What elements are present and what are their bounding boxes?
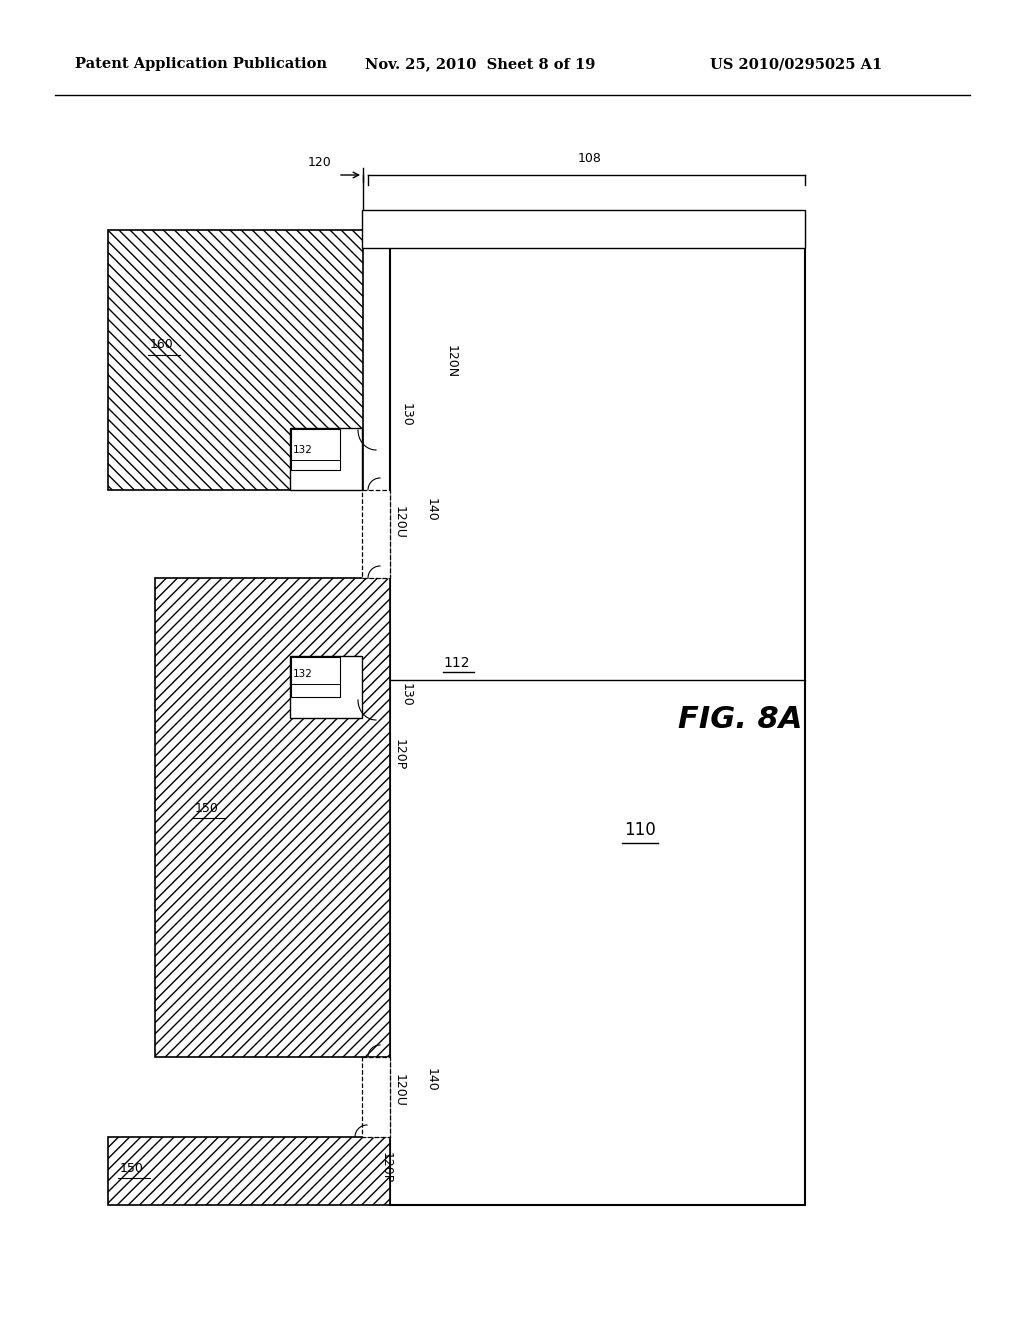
Text: 120P: 120P	[393, 739, 406, 771]
Text: 110: 110	[624, 821, 656, 840]
Bar	[290, 428, 362, 490]
Text: 132: 132	[293, 669, 313, 678]
Text: 150: 150	[195, 801, 219, 814]
Text: 140: 140	[425, 498, 438, 521]
Bar	[155, 578, 390, 1057]
Bar	[362, 210, 805, 248]
Text: 130: 130	[400, 684, 413, 708]
Bar	[362, 490, 390, 578]
Text: 150: 150	[120, 1162, 144, 1175]
Text: 140: 140	[425, 1068, 438, 1092]
Text: 160: 160	[150, 338, 174, 351]
Text: US 2010/0295025 A1: US 2010/0295025 A1	[710, 57, 883, 71]
Text: 120U: 120U	[393, 506, 406, 539]
Bar	[362, 1057, 390, 1137]
Text: 120N: 120N	[445, 346, 458, 379]
Text: 132: 132	[293, 445, 313, 455]
Bar	[108, 230, 362, 490]
Text: 108: 108	[579, 152, 602, 165]
Text: Nov. 25, 2010  Sheet 8 of 19: Nov. 25, 2010 Sheet 8 of 19	[365, 57, 595, 71]
Bar	[291, 429, 340, 470]
Bar	[390, 215, 805, 1205]
Text: Patent Application Publication: Patent Application Publication	[75, 57, 327, 71]
Text: 112: 112	[443, 656, 469, 671]
Bar	[291, 657, 340, 697]
Text: 130: 130	[400, 403, 413, 426]
Bar	[290, 656, 362, 718]
Text: 120P: 120P	[380, 1152, 393, 1184]
Bar	[108, 1137, 390, 1205]
Text: FIG. 8A: FIG. 8A	[678, 705, 802, 734]
Text: 120U: 120U	[393, 1073, 406, 1106]
Text: 120: 120	[308, 156, 332, 169]
